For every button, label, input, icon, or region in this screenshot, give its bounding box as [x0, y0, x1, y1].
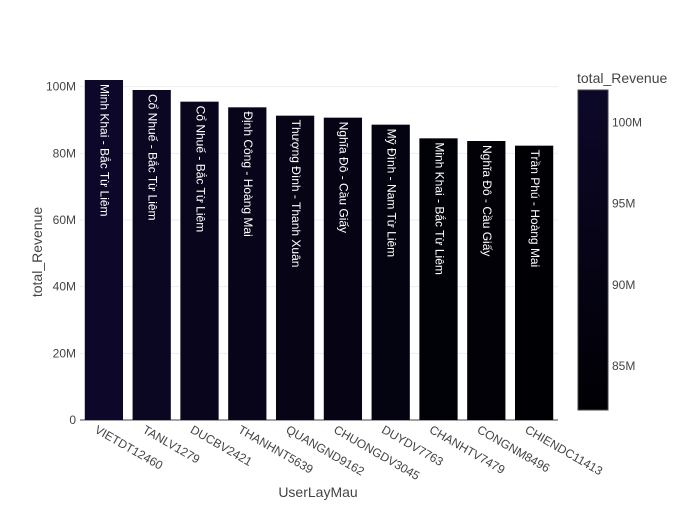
- bar-text: Định Công - Hoàng Mai: [241, 111, 255, 236]
- bar: [84, 80, 124, 420]
- x-tick-labels: VIETDT12460TANLV1279DUCBV2421THANHNT5639…: [92, 422, 605, 483]
- bar: [228, 107, 267, 420]
- bar-text: Cổ Nhuế - Bắc Từ Liêm: [193, 106, 208, 233]
- colorbar: total_Revenue 85M 90M 95M 100M: [577, 70, 668, 411]
- bar-text: Cổ Nhuế - Bắc Từ Liêm: [146, 94, 161, 221]
- y-tick-label: 20M: [53, 346, 76, 360]
- y-axis-title: total_Revenue: [29, 207, 45, 298]
- colorbar-tick-label: 85M: [612, 359, 635, 373]
- y-tick-label: 60M: [53, 213, 76, 227]
- bar: [132, 90, 171, 420]
- colorbar-tick-labels: 85M 90M 95M 100M: [612, 115, 642, 373]
- colorbar-tick-label: 95M: [612, 197, 635, 211]
- bar: [323, 117, 363, 421]
- bar-text: Minh Khai - Bắc Từ Liêm: [98, 84, 113, 217]
- bar: [371, 124, 410, 421]
- colorbar-gradient: [577, 89, 609, 411]
- x-tick-label: CHIENDC11413: [523, 422, 606, 478]
- colorbar-tick-label: 100M: [612, 115, 642, 129]
- bar: [180, 101, 219, 421]
- bar: [275, 115, 315, 421]
- bars: [84, 80, 554, 421]
- bar: [467, 141, 506, 420]
- y-tick-labels: 0 20M 40M 60M 80M 100M: [46, 80, 76, 427]
- x-axis-title: UserLayMau: [278, 484, 357, 500]
- bar: [514, 145, 554, 420]
- bar-text: Trần Phú - Hoàng Mai: [528, 150, 542, 268]
- bar-text: Minh Khai - Bắc Từ Liêm: [432, 142, 447, 275]
- bar-text: Mỹ Đình - Nam Từ Liêm: [385, 129, 399, 258]
- y-tick-label: 0: [69, 413, 76, 427]
- bar-text-labels: Minh Khai - Bắc Từ Liêm Cổ Nhuế - Bắc Từ …: [98, 84, 542, 275]
- colorbar-title: total_Revenue: [577, 70, 668, 86]
- bar-text: Nghĩa Đô - Cầu Giấy: [337, 122, 351, 233]
- colorbar-tick-label: 90M: [612, 278, 635, 292]
- bar-text: Thượng Đình - Thanh Xuân: [289, 120, 303, 268]
- bar: [419, 138, 458, 421]
- y-tick-label: 100M: [46, 80, 76, 94]
- y-tick-label: 80M: [53, 146, 76, 160]
- y-tick-label: 40M: [53, 280, 76, 294]
- bar-text: Nghĩa Đô - Cầu Giấy: [480, 145, 494, 256]
